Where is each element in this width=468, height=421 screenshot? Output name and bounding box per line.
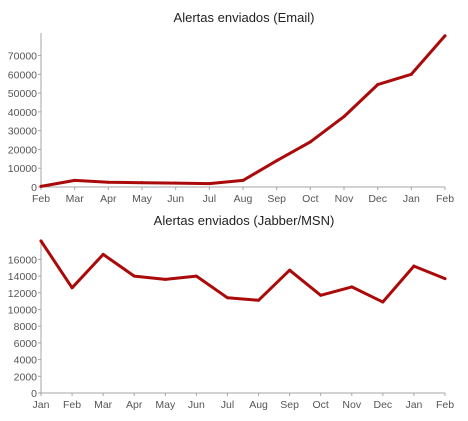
email-y-tick-label: 0 bbox=[31, 182, 37, 194]
jabber-data-point bbox=[101, 252, 105, 256]
jabber-y-tick-label: 2000 bbox=[14, 371, 38, 383]
jabber-y-tick-label: 8000 bbox=[14, 321, 38, 333]
email-data-point bbox=[443, 34, 447, 38]
email-y-tick-label: 60000 bbox=[8, 69, 37, 81]
jabber-data-point bbox=[412, 264, 416, 268]
jabber-x-tick-label: Feb bbox=[63, 399, 81, 411]
jabber-x-tick-label: Jun bbox=[188, 399, 205, 411]
email-x-tick-label: Feb bbox=[32, 193, 50, 205]
email-data-point bbox=[140, 181, 144, 185]
jabber-y-tick-label: 12000 bbox=[8, 288, 37, 300]
email-y-tick-label: 40000 bbox=[8, 107, 37, 119]
jabber-y-tick-label: 10000 bbox=[8, 304, 37, 316]
jabber-x-tick-label: Aug bbox=[249, 399, 268, 411]
email-x-tick-label: Sep bbox=[267, 193, 286, 205]
jabber-y-tick-label: 4000 bbox=[14, 355, 38, 367]
jabber-data-point bbox=[350, 285, 354, 289]
jabber-msn-alerts-chart: Alertas enviados (Jabber/MSN) 0 2000 4000 6… bbox=[8, 213, 454, 411]
email-data-point bbox=[275, 159, 279, 163]
jabber-data-point bbox=[132, 274, 136, 278]
email-data-point bbox=[241, 178, 245, 182]
email-y-tick-label: 50000 bbox=[8, 88, 37, 100]
jabber-x-tick-label: May bbox=[155, 399, 176, 411]
email-y-tick-label: 20000 bbox=[8, 144, 37, 156]
email-data-point bbox=[342, 115, 346, 119]
email-x-tick-label: Jun bbox=[167, 193, 184, 205]
email-y-tick-label: 10000 bbox=[8, 163, 37, 175]
email-x-tick-label: Dec bbox=[368, 193, 387, 205]
jabber-x-tick-label: Jan bbox=[405, 399, 422, 411]
email-data-point bbox=[308, 140, 312, 144]
email-x-tick-label: May bbox=[132, 193, 153, 205]
email-data-point bbox=[174, 181, 178, 185]
email-y-tick-label: 70000 bbox=[8, 51, 37, 63]
email-x-tick-label: Aug bbox=[234, 193, 253, 205]
email-data-point bbox=[376, 83, 380, 87]
jabber-y-tick-label: 0 bbox=[31, 388, 37, 400]
jabber-x-tick-label: Apr bbox=[126, 399, 143, 411]
jabber-x-tick-label: Nov bbox=[342, 399, 361, 411]
email-data-point bbox=[207, 182, 211, 186]
jabber-x-tick-label: Jan bbox=[33, 399, 50, 411]
email-x-tick-label: Jul bbox=[203, 193, 216, 205]
email-x-tick-label: Nov bbox=[335, 193, 354, 205]
email-x-tick-label: Mar bbox=[66, 193, 85, 205]
email-series-line bbox=[39, 34, 447, 188]
email-data-point bbox=[409, 72, 413, 76]
email-data-point bbox=[73, 178, 77, 182]
jabber-data-point bbox=[194, 274, 198, 278]
jabber-x-tick-label: Sep bbox=[280, 399, 299, 411]
jabber-data-point bbox=[381, 300, 385, 304]
email-y-tick-label: 30000 bbox=[8, 126, 37, 138]
email-x-tick-label: Jan bbox=[403, 193, 420, 205]
jabber-y-tick-label: 14000 bbox=[8, 271, 37, 283]
jabber-x-tick-label: Dec bbox=[374, 399, 393, 411]
email-x-tick-label: Feb bbox=[436, 193, 454, 205]
email-x-tick-label: Apr bbox=[100, 193, 117, 205]
jabber-y-tick-label: 6000 bbox=[14, 338, 38, 350]
jabber-data-point bbox=[257, 298, 261, 302]
jabber-chart-title: Alertas enviados (Jabber/MSN) bbox=[154, 213, 335, 228]
jabber-data-point bbox=[319, 293, 323, 297]
jabber-data-point bbox=[163, 277, 167, 281]
email-x-tick-label: Oct bbox=[302, 193, 318, 205]
email-alerts-chart: Alertas enviados (Email) 0 10000 20000 3000… bbox=[8, 10, 454, 205]
jabber-data-point bbox=[443, 277, 447, 281]
jabber-x-tick-label: Feb bbox=[436, 399, 454, 411]
jabber-data-point bbox=[39, 239, 43, 243]
email-chart-title: Alertas enviados (Email) bbox=[174, 10, 315, 25]
jabber-data-point bbox=[288, 268, 292, 272]
email-data-point bbox=[106, 180, 110, 184]
jabber-x-tick-label: Jul bbox=[221, 399, 234, 411]
jabber-data-point bbox=[70, 286, 74, 290]
jabber-x-tick-label: Oct bbox=[313, 399, 329, 411]
jabber-data-point bbox=[225, 296, 229, 300]
jabber-y-tick-label: 16000 bbox=[8, 254, 37, 266]
jabber-x-tick-label: Mar bbox=[94, 399, 113, 411]
email-data-point bbox=[39, 184, 43, 188]
jabber-series-line bbox=[39, 239, 447, 304]
